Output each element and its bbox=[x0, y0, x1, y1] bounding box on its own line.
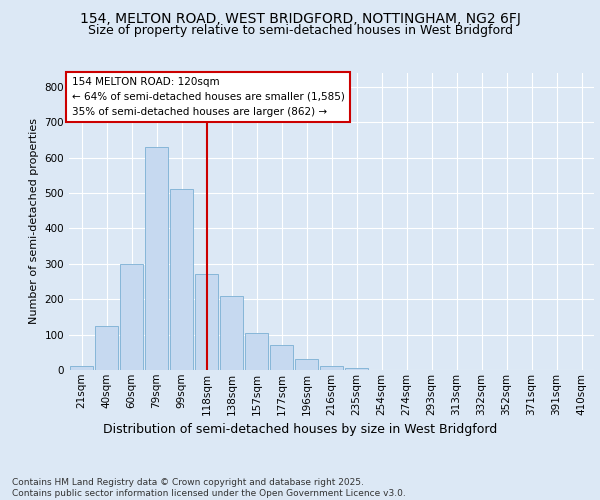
Bar bbox=[120, 264, 143, 370]
Text: 154 MELTON ROAD: 120sqm
← 64% of semi-detached houses are smaller (1,585)
35% of: 154 MELTON ROAD: 120sqm ← 64% of semi-de… bbox=[71, 77, 344, 116]
Bar bbox=[145, 147, 168, 370]
Y-axis label: Number of semi-detached properties: Number of semi-detached properties bbox=[29, 118, 39, 324]
Bar bbox=[220, 296, 243, 370]
Bar bbox=[245, 333, 268, 370]
Bar bbox=[295, 360, 318, 370]
Text: Contains HM Land Registry data © Crown copyright and database right 2025.
Contai: Contains HM Land Registry data © Crown c… bbox=[12, 478, 406, 498]
Bar bbox=[270, 345, 293, 370]
Bar bbox=[345, 368, 368, 370]
Text: Distribution of semi-detached houses by size in West Bridgford: Distribution of semi-detached houses by … bbox=[103, 422, 497, 436]
Bar bbox=[195, 274, 218, 370]
Text: Size of property relative to semi-detached houses in West Bridgford: Size of property relative to semi-detach… bbox=[88, 24, 512, 37]
Bar bbox=[95, 326, 118, 370]
Text: 154, MELTON ROAD, WEST BRIDGFORD, NOTTINGHAM, NG2 6FJ: 154, MELTON ROAD, WEST BRIDGFORD, NOTTIN… bbox=[80, 12, 520, 26]
Bar bbox=[320, 366, 343, 370]
Bar bbox=[170, 190, 193, 370]
Bar bbox=[70, 366, 93, 370]
